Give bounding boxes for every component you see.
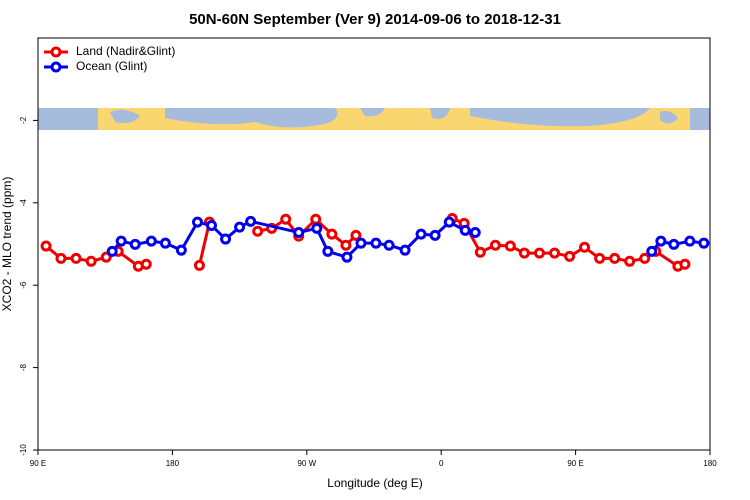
y-tick-label: -10 xyxy=(19,444,28,456)
point xyxy=(474,246,486,258)
point xyxy=(624,255,636,267)
y-tick-label: -6 xyxy=(19,281,28,289)
y-tick-label: -8 xyxy=(19,363,28,371)
y-tick-label: -2 xyxy=(19,116,28,124)
y-tick-label: -4 xyxy=(19,199,28,207)
point xyxy=(383,239,395,251)
x-tick-label: 90 W xyxy=(297,459,316,468)
point xyxy=(399,244,411,256)
point xyxy=(533,247,545,259)
point xyxy=(679,258,691,270)
x-tick-label: 180 xyxy=(703,459,717,468)
point xyxy=(639,252,651,264)
legend-marker xyxy=(50,61,62,73)
point xyxy=(370,237,382,249)
point xyxy=(350,229,362,241)
point xyxy=(594,252,606,264)
point xyxy=(206,219,218,231)
point xyxy=(549,247,561,259)
x-axis-label: Longitude (deg E) xyxy=(327,476,422,490)
point xyxy=(668,238,680,250)
point xyxy=(469,226,481,238)
legend-label: Land (Nadir&Glint) xyxy=(76,44,175,58)
point xyxy=(70,252,82,264)
point xyxy=(310,213,322,225)
point xyxy=(115,235,127,247)
point xyxy=(443,216,455,228)
point xyxy=(459,224,471,236)
point xyxy=(646,245,658,257)
point xyxy=(322,245,334,257)
point xyxy=(145,235,157,247)
point xyxy=(311,222,323,234)
point xyxy=(175,244,187,256)
point xyxy=(245,215,257,227)
point xyxy=(234,221,246,233)
point xyxy=(518,247,530,259)
point xyxy=(220,233,232,245)
point xyxy=(579,241,591,253)
point xyxy=(40,240,52,252)
point xyxy=(655,235,667,247)
map-strip xyxy=(38,108,710,130)
x-tick-label: 90 E xyxy=(30,459,46,468)
x-tick-label: 180 xyxy=(166,459,180,468)
chart-title: 50N-60N September (Ver 9) 2014-09-06 to … xyxy=(189,11,561,28)
point xyxy=(340,239,352,251)
x-tick-label: 0 xyxy=(439,459,444,468)
point xyxy=(429,229,441,241)
point xyxy=(55,252,67,264)
point xyxy=(252,225,264,237)
point xyxy=(684,235,696,247)
point xyxy=(504,240,516,252)
point xyxy=(415,228,427,240)
legend-marker xyxy=(50,46,62,58)
plot-frame xyxy=(37,37,711,451)
point xyxy=(106,245,118,257)
point xyxy=(326,228,338,240)
point xyxy=(341,251,353,263)
y-axis-label: XCO2 - MLO trend (ppm) xyxy=(0,177,14,312)
point xyxy=(191,216,203,228)
series-line xyxy=(45,217,686,268)
point xyxy=(489,239,501,251)
point xyxy=(293,226,305,238)
point xyxy=(609,252,621,264)
point xyxy=(698,237,710,249)
x-tick-label: 90 E xyxy=(567,459,583,468)
point xyxy=(193,259,205,271)
point xyxy=(280,213,292,225)
point xyxy=(159,237,171,249)
point xyxy=(85,255,97,267)
legend-label: Ocean (Glint) xyxy=(76,59,147,73)
point xyxy=(140,258,152,270)
point xyxy=(564,250,576,262)
point xyxy=(355,237,367,249)
point xyxy=(129,238,141,250)
